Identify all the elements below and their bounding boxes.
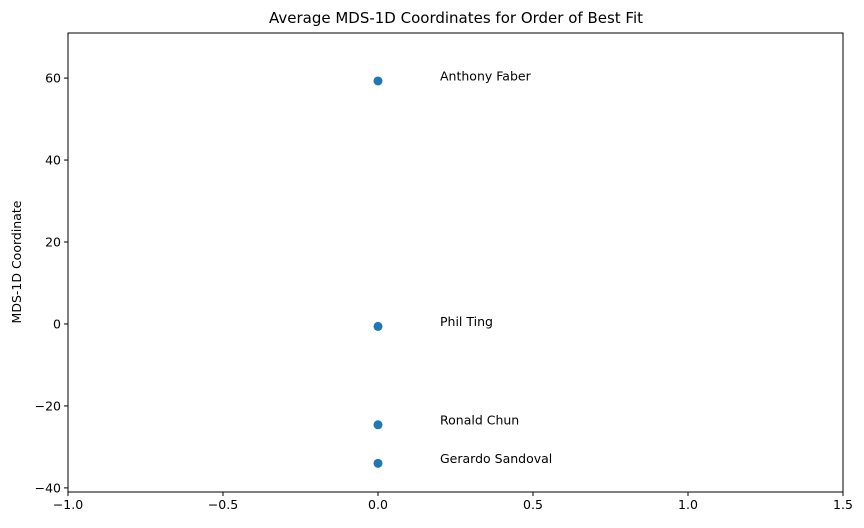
plot-area: −1.0 −0.5 0.0 0.5 1.0 1.5 −40 −20 0 20 40 60 Anthony… [35,68,853,512]
data-point [373,321,383,331]
x-tick-label: 1.0 [678,497,698,512]
x-tick-label: 0.0 [368,497,388,512]
y-axis-label: MDS-1D Coordinate [9,200,24,323]
data-point [373,420,383,430]
y-tick-label: −40 [35,480,61,495]
point-label: Anthony Faber [440,68,532,83]
y-tick-label: 0 [53,316,61,331]
x-tick-label: −1.0 [53,497,83,512]
point-label: Gerardo Sandoval [440,451,552,466]
x-tick-label: 1.5 [833,497,853,512]
y-tick-label: −20 [35,398,61,413]
y-tick-label: 60 [45,71,61,86]
point-label: Ronald Chun [440,412,519,427]
x-tick-label: 0.5 [523,497,543,512]
x-tick-label: −0.5 [208,497,238,512]
point-label: Phil Ting [440,314,493,329]
y-tick-label: 40 [45,153,61,168]
data-point [373,458,383,468]
y-tick-label: 20 [45,235,61,250]
plot-frame [67,32,844,493]
chart-title: Average MDS-1D Coordinates for Order of … [269,9,643,27]
data-point [373,76,383,86]
